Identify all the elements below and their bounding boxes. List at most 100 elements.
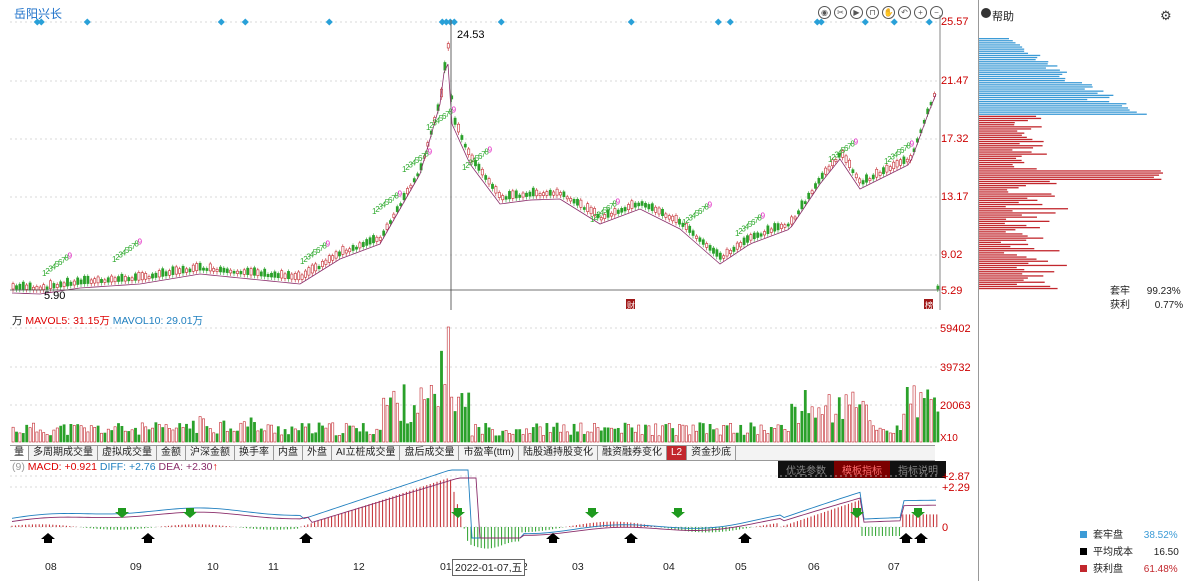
indicator-tab[interactable]: 外盘 (303, 446, 332, 460)
event-diamond[interactable] (37, 18, 45, 26)
chip-bar (979, 73, 1063, 75)
indicator-tab[interactable]: 金额 (157, 446, 186, 460)
event-diamond[interactable] (861, 18, 869, 26)
td-count-mark: 9 (428, 147, 433, 156)
candlestick (283, 273, 287, 279)
event-diamond[interactable] (217, 18, 225, 26)
candlestick (610, 212, 613, 217)
dea-line (11, 477, 937, 539)
indicator-help-button[interactable]: 指标说明 (890, 461, 946, 478)
volume-bar (18, 432, 22, 443)
candlestick (800, 200, 804, 210)
event-diamond[interactable] (241, 18, 249, 26)
indicator-tab[interactable]: 换手率 (235, 446, 274, 460)
template-indicator-button[interactable]: 模板指标 (834, 461, 890, 478)
indicator-tab[interactable]: 内盘 (274, 446, 303, 460)
event-diamond[interactable] (817, 18, 825, 26)
macd-chart[interactable]: +2.87 +2.29 0 (0, 460, 978, 560)
volume-bar (195, 432, 199, 443)
td-count-mark: 7 (61, 256, 66, 265)
event-diamond[interactable] (325, 18, 333, 26)
event-diamond[interactable] (450, 18, 458, 26)
td-count-mark: 5 (55, 260, 60, 269)
indicator-tab[interactable]: 陆股通持股变化 (519, 446, 598, 460)
sell-arrow-icon (585, 508, 599, 518)
volume-bar (858, 404, 862, 443)
indicator-tab[interactable]: 多周期成交量 (29, 446, 98, 460)
zoom-out-icon[interactable]: − (930, 6, 943, 19)
event-diamond[interactable] (497, 18, 505, 26)
indicator-tab[interactable]: 市盈率(ttm) (459, 446, 519, 460)
help-label[interactable]: 帮助 (992, 11, 1014, 23)
candlestick (695, 235, 698, 239)
candlestick (222, 267, 226, 273)
volume-bar (96, 425, 100, 443)
volume-bar (657, 435, 661, 443)
volume-bar (793, 406, 797, 443)
zoom-in-icon[interactable]: + (914, 6, 927, 19)
volume-bar (688, 434, 692, 443)
chip-bar (979, 128, 1032, 130)
month-label: 08 (45, 561, 57, 573)
volume-legend: 万 MAVOL5: 31.15万 MAVOL10: 29.01万 (12, 313, 203, 328)
eye-icon[interactable]: ◉ (818, 6, 831, 19)
event-mark[interactable] (626, 299, 635, 309)
event-diamond[interactable] (726, 18, 734, 26)
gear-icon[interactable]: ⚙ (1160, 8, 1172, 23)
undo-icon[interactable]: ↶ (898, 6, 911, 19)
candlestick (38, 286, 42, 291)
candlestick (848, 159, 851, 168)
candlestick (86, 275, 90, 284)
lock-icon[interactable]: ⊓ (866, 6, 879, 19)
indicator-tab[interactable]: 盘后成交量 (400, 446, 460, 460)
play-icon[interactable]: ▶ (850, 6, 863, 19)
chip-bar (979, 42, 1016, 44)
event-diamond[interactable] (627, 18, 635, 26)
td-count-mark: 2 (593, 213, 598, 222)
candlestick (633, 202, 637, 208)
td-count-mark: 1 (462, 163, 467, 172)
stock-name[interactable]: 岳阳兴长 (14, 7, 63, 21)
event-diamond[interactable] (33, 18, 41, 26)
volume-bar (266, 424, 270, 443)
candlestick (263, 268, 267, 277)
help-icon[interactable] (981, 8, 991, 18)
indicator-tab[interactable]: 融资融券变化 (598, 446, 667, 460)
volume-bar (528, 433, 532, 443)
event-diamond[interactable] (925, 18, 933, 26)
scissors-icon[interactable]: ✂ (834, 6, 847, 19)
event-mark[interactable] (924, 299, 933, 309)
candlestick (28, 282, 32, 290)
volume-chart[interactable]: 59402 39732 20063 X10 (0, 310, 978, 445)
volume-bar (147, 429, 151, 443)
indicator-tab[interactable]: 量 (10, 446, 29, 460)
volume-bar (38, 429, 42, 443)
event-diamond[interactable] (890, 18, 898, 26)
chip-distribution-panel (978, 0, 1185, 581)
td-count-mark: 8 (757, 214, 762, 223)
volume-bar (644, 424, 647, 443)
event-diamond[interactable] (714, 18, 722, 26)
chip-bar (979, 56, 1038, 59)
td-count-mark: 9 (398, 189, 403, 198)
candlestick (538, 193, 542, 196)
candlestick (225, 268, 229, 273)
chip-bar (979, 63, 1048, 65)
candlestick (154, 272, 158, 278)
hand-icon[interactable]: ✋ (882, 6, 895, 19)
event-diamond[interactable] (83, 18, 91, 26)
chip-bar (979, 113, 1147, 115)
candlestick (385, 223, 389, 230)
candlestick (871, 174, 875, 180)
indicator-tab[interactable]: 沪深金额 (186, 446, 235, 460)
indicator-tab[interactable]: AI立桩成交量 (332, 446, 401, 460)
optimize-params-button[interactable]: 优选参数 (778, 461, 834, 478)
volume-bar (225, 431, 229, 443)
td-count-mark: 4 (436, 116, 441, 125)
indicator-tab[interactable]: 资金抄底 (687, 446, 737, 460)
legend-label: 平均成本 (1093, 547, 1133, 558)
indicator-tab[interactable]: 虚拟成交量 (98, 446, 157, 460)
chip-bar (979, 140, 1044, 143)
candlestick (790, 216, 794, 225)
